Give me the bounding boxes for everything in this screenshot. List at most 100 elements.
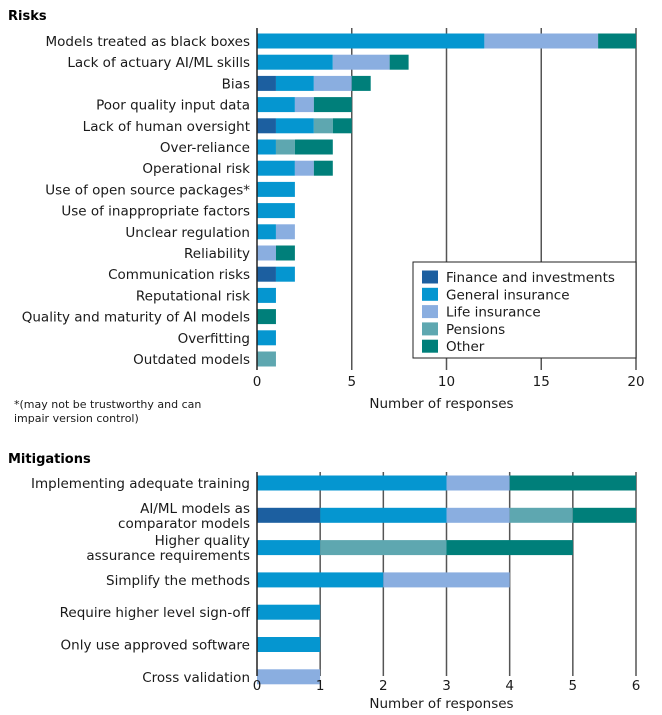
legend-swatch xyxy=(422,305,438,319)
x-tick-label: 3 xyxy=(442,678,451,694)
x-tick-label: 0 xyxy=(253,374,262,390)
bar-segment xyxy=(257,33,485,49)
bar-segment xyxy=(383,572,510,588)
bar-segment xyxy=(509,475,636,491)
bar-segment xyxy=(275,75,314,91)
category-label: Unclear regulation xyxy=(125,225,250,241)
bar-segment xyxy=(320,507,447,523)
footnote: *(may not be trustworthy and can xyxy=(14,398,201,411)
category-label: Overfitting xyxy=(178,331,250,347)
category-label: assurance requirements xyxy=(86,548,250,564)
bar-segment xyxy=(257,637,321,652)
bar-segment xyxy=(351,75,371,91)
bar-segment xyxy=(484,33,599,49)
x-tick-label: 6 xyxy=(632,678,641,694)
legend-swatch xyxy=(422,339,438,353)
bar-segment xyxy=(257,181,295,197)
category-label: Models treated as black boxes xyxy=(46,34,251,50)
bar-segment xyxy=(257,540,321,556)
bar-segment xyxy=(257,118,276,134)
bar-segment xyxy=(313,160,333,176)
bar-segment xyxy=(313,75,352,91)
bar-segment xyxy=(257,75,276,91)
legend-label: Other xyxy=(446,339,485,355)
bar-segment xyxy=(257,224,276,240)
bar-segment xyxy=(275,245,295,261)
bar-segment xyxy=(257,160,295,176)
category-label: Require higher level sign-off xyxy=(60,605,251,621)
bar-segment xyxy=(332,54,390,70)
bar-segment xyxy=(257,203,295,219)
x-tick-label: 20 xyxy=(627,374,644,390)
bar-segment xyxy=(257,669,321,685)
category-label: Lack of actuary AI/ML skills xyxy=(67,55,250,71)
bar-segment xyxy=(257,287,276,303)
category-label: Use of inappropriate factors xyxy=(61,204,250,220)
x-tick-label: 5 xyxy=(569,678,578,694)
category-label: AI/ML models as xyxy=(140,501,250,517)
bar-segment xyxy=(275,118,314,134)
category-label: Simplify the methods xyxy=(106,573,250,589)
bar-segment xyxy=(313,118,333,134)
category-label: Implementing adequate training xyxy=(31,476,250,492)
bar-segment xyxy=(294,160,314,176)
bar-segment xyxy=(257,572,384,588)
bar-segment xyxy=(294,97,314,113)
x-tick-label: 2 xyxy=(379,678,388,694)
x-tick-label: 0 xyxy=(253,678,262,694)
category-label: Higher quality xyxy=(155,533,250,549)
legend-swatch xyxy=(422,287,438,301)
bar-segment xyxy=(294,139,333,155)
chart-title: Mitigations xyxy=(8,452,91,467)
category-label: comparator models xyxy=(118,516,250,532)
bar-segment xyxy=(275,266,295,282)
bar-segment xyxy=(275,224,295,240)
legend-swatch xyxy=(422,322,438,336)
x-tick-label: 10 xyxy=(438,374,455,390)
x-tick-label: 1 xyxy=(316,678,325,694)
bar-segment xyxy=(320,540,447,556)
x-tick-label: 5 xyxy=(347,374,356,390)
bar-segment xyxy=(509,507,573,523)
bar-segment xyxy=(446,540,573,556)
bar-segment xyxy=(332,118,352,134)
x-tick-label: 4 xyxy=(505,678,514,694)
category-label: Over-reliance xyxy=(160,140,250,156)
category-label: Reputational risk xyxy=(136,288,250,304)
bar-segment xyxy=(257,139,276,155)
category-label: Communication risks xyxy=(108,267,250,283)
bar-segment xyxy=(598,33,636,49)
category-label: Reliability xyxy=(184,246,250,262)
category-label: Only use approved software xyxy=(61,638,250,654)
bar-segment xyxy=(257,54,333,70)
bar-segment xyxy=(572,507,636,523)
x-tick-label: 15 xyxy=(533,374,550,390)
category-label: Bias xyxy=(222,76,250,92)
bar-segment xyxy=(257,604,321,620)
bar-segment xyxy=(257,266,276,282)
bar-segment xyxy=(275,139,295,155)
bar-segment xyxy=(257,330,276,346)
x-axis-label: Number of responses xyxy=(369,396,513,412)
bar-segment xyxy=(389,54,409,70)
bar-segment xyxy=(257,351,276,367)
legend-box xyxy=(412,261,637,359)
bar-segment xyxy=(446,475,510,491)
chart-title: Risks xyxy=(8,9,47,24)
category-label: Use of open source packages* xyxy=(45,182,250,198)
legend-label: Pensions xyxy=(446,322,505,338)
legend-label: General insurance xyxy=(446,287,570,303)
category-label: Poor quality input data xyxy=(96,98,250,114)
bar-segment xyxy=(446,507,510,523)
legend-label: Finance and investments xyxy=(446,270,615,286)
bar-segment xyxy=(257,507,321,523)
legend-label: Life insurance xyxy=(446,305,541,321)
footnote: impair version control) xyxy=(14,412,139,425)
legend-swatch xyxy=(422,270,438,284)
category-label: Lack of human oversight xyxy=(83,119,250,135)
bar-segment xyxy=(257,245,276,261)
bar-segment xyxy=(257,475,447,491)
x-axis-label: Number of responses xyxy=(369,696,513,712)
category-label: Outdated models xyxy=(133,352,250,368)
